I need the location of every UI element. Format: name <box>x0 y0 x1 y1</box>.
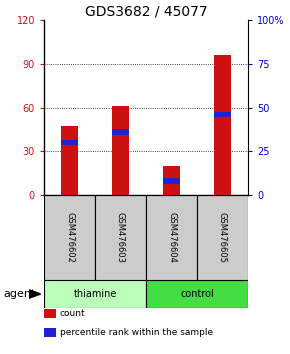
Text: GSM476602: GSM476602 <box>65 212 74 263</box>
Bar <box>44 280 146 308</box>
Bar <box>112 129 129 135</box>
Polygon shape <box>29 290 41 298</box>
Bar <box>112 106 129 195</box>
Bar <box>163 166 180 195</box>
Text: control: control <box>180 289 214 299</box>
Bar <box>61 139 78 145</box>
Bar <box>163 178 180 184</box>
Title: GDS3682 / 45077: GDS3682 / 45077 <box>85 5 207 19</box>
Bar <box>213 55 231 195</box>
Bar <box>213 112 231 118</box>
Bar <box>61 126 78 195</box>
Text: count: count <box>60 309 86 318</box>
Text: GSM476604: GSM476604 <box>167 212 176 263</box>
Text: GSM476603: GSM476603 <box>116 212 125 263</box>
Bar <box>44 195 95 280</box>
Text: percentile rank within the sample: percentile rank within the sample <box>60 328 213 337</box>
Bar <box>197 195 248 280</box>
Text: agent: agent <box>3 289 35 299</box>
Text: thiamine: thiamine <box>73 289 117 299</box>
Bar <box>95 195 146 280</box>
Bar <box>146 280 248 308</box>
Text: GSM476605: GSM476605 <box>218 212 227 263</box>
Bar <box>146 195 197 280</box>
